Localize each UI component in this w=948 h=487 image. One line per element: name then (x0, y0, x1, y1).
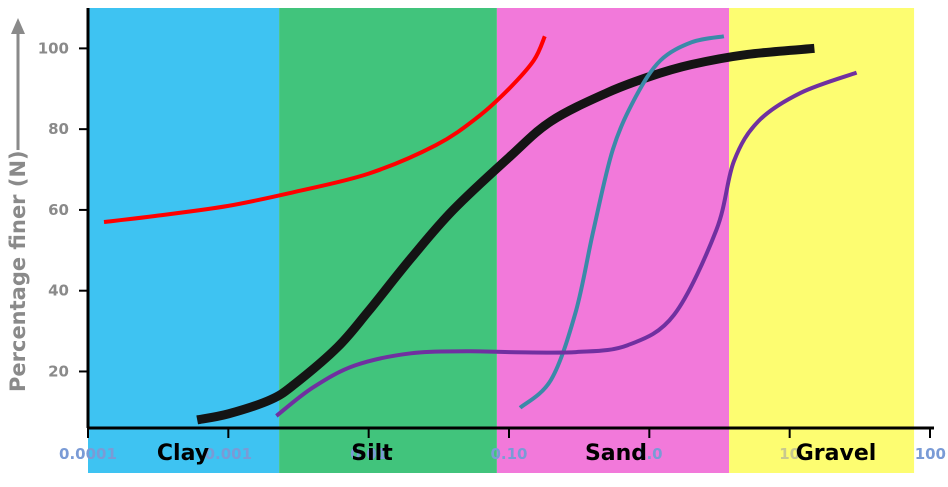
y-axis-label: Percentage finer (N) (6, 150, 30, 392)
x-tick-label-10: 10 (779, 445, 800, 463)
x-tick-label-0.0001: 0.0001 (59, 445, 117, 463)
soil-regions (88, 8, 915, 473)
region-label-gravel: Gravel (796, 441, 877, 466)
x-tick-label-0.001: 0.001 (205, 445, 252, 463)
region-silt (279, 8, 497, 473)
region-label-clay: Clay (157, 441, 209, 466)
x-tick-label-1.0: 1.0 (636, 445, 663, 463)
y-tick-label-40: 40 (48, 282, 69, 300)
x-tick-label-0.10: 0.10 (490, 445, 527, 463)
grading-curves (103, 34, 858, 425)
region-label-silt: Silt (351, 441, 393, 466)
y-tick-label-80: 80 (48, 120, 69, 138)
ticks: 20 40 60 80 100 0.0001 0.001 0.01 0.10 1.0 10 100 (38, 39, 946, 463)
region-sand (496, 8, 730, 473)
y-tick-label-60: 60 (48, 201, 69, 219)
y-tick-label-20: 20 (48, 362, 69, 380)
y-axis-title: Percentage finer (N) (6, 18, 30, 392)
region-labels: Clay Silt Sand Gravel (157, 441, 876, 466)
region-label-sand: Sand (585, 441, 647, 466)
series-line-1 (103, 35, 547, 224)
y-tick-label-100: 100 (38, 39, 69, 57)
series-line-3 (518, 34, 725, 410)
x-tick-label-0.01: 0.01 (350, 445, 387, 463)
x-tick-label-100: 100 (915, 445, 946, 463)
region-clay (88, 8, 280, 473)
series-line-4 (275, 70, 858, 418)
region-gravel (729, 8, 915, 473)
series-line-2 (196, 43, 815, 425)
y-axis-arrow-head (11, 18, 25, 34)
